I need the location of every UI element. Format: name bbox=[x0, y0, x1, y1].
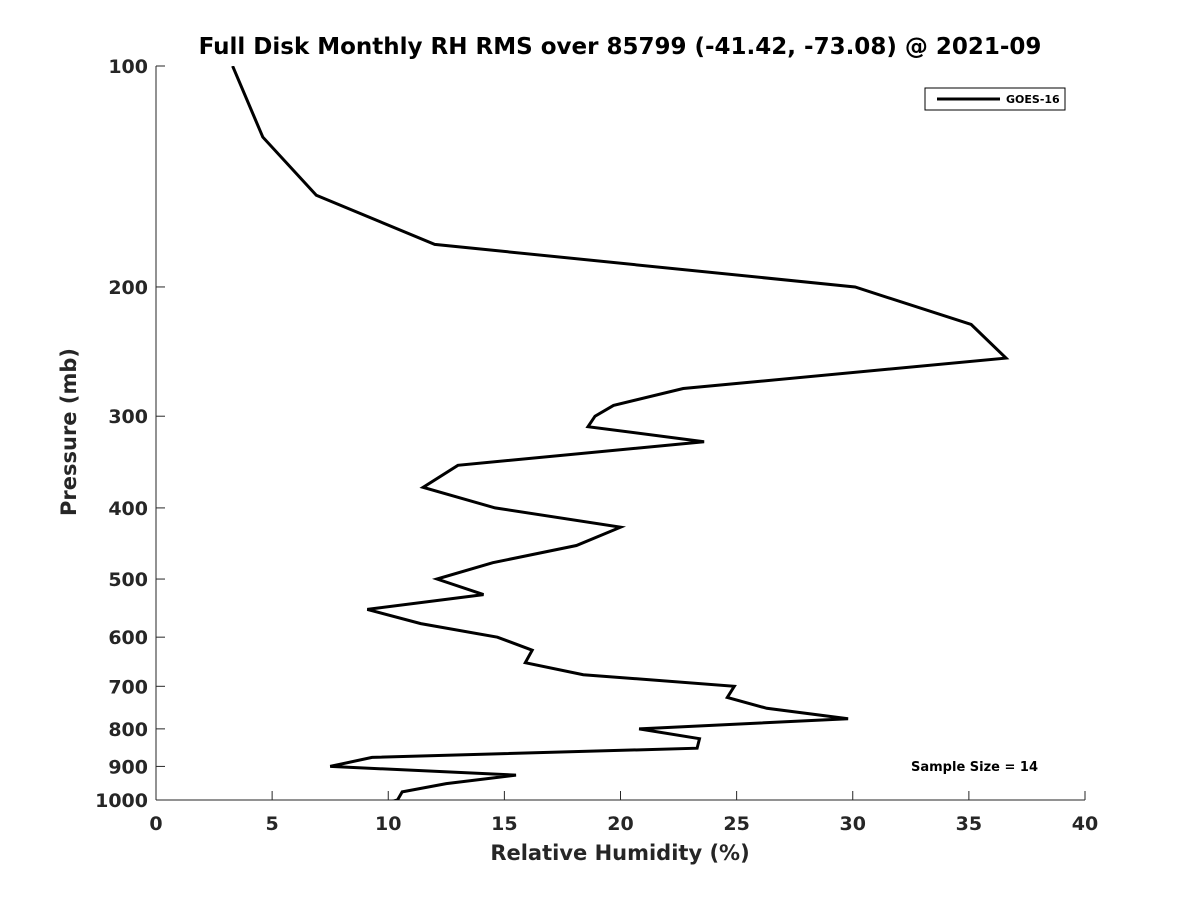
x-tick-label: 30 bbox=[840, 813, 866, 835]
y-tick-label: 900 bbox=[108, 756, 148, 778]
series-line-goes-16 bbox=[231, 66, 1010, 800]
x-tick-label: 35 bbox=[956, 813, 982, 835]
y-tick-label: 100 bbox=[108, 56, 148, 78]
x-tick-label: 20 bbox=[607, 813, 633, 835]
x-tick-label: 25 bbox=[723, 813, 749, 835]
x-tick-label: 15 bbox=[491, 813, 517, 835]
y-tick-label: 800 bbox=[108, 719, 148, 741]
y-tick-label: 500 bbox=[108, 569, 148, 591]
x-tick-label: 0 bbox=[149, 813, 162, 835]
y-tick-label: 200 bbox=[108, 277, 148, 299]
x-tick-label: 5 bbox=[266, 813, 279, 835]
y-tick-label: 300 bbox=[108, 406, 148, 428]
x-axis-label: Relative Humidity (%) bbox=[490, 841, 749, 865]
y-axis-label: Pressure (mb) bbox=[57, 348, 81, 516]
y-tick-label: 400 bbox=[108, 498, 148, 520]
y-tick-label: 700 bbox=[108, 676, 148, 698]
x-tick-label: 40 bbox=[1072, 813, 1098, 835]
chart-title: Full Disk Monthly RH RMS over 85799 (-41… bbox=[199, 34, 1042, 60]
plot-area: 0 5 10 15 20 25 30 35 40 100 200 300 400 500 600 700 800… bbox=[95, 56, 1098, 835]
y-tick-label: 1000 bbox=[95, 790, 148, 812]
legend: GOES-16 bbox=[924, 87, 1066, 111]
y-tick-label: 600 bbox=[108, 627, 148, 649]
x-tick-label: 10 bbox=[375, 813, 401, 835]
legend-label-goes-16: GOES-16 bbox=[1006, 93, 1060, 106]
sample-size-annotation: Sample Size = 14 bbox=[911, 760, 1038, 775]
